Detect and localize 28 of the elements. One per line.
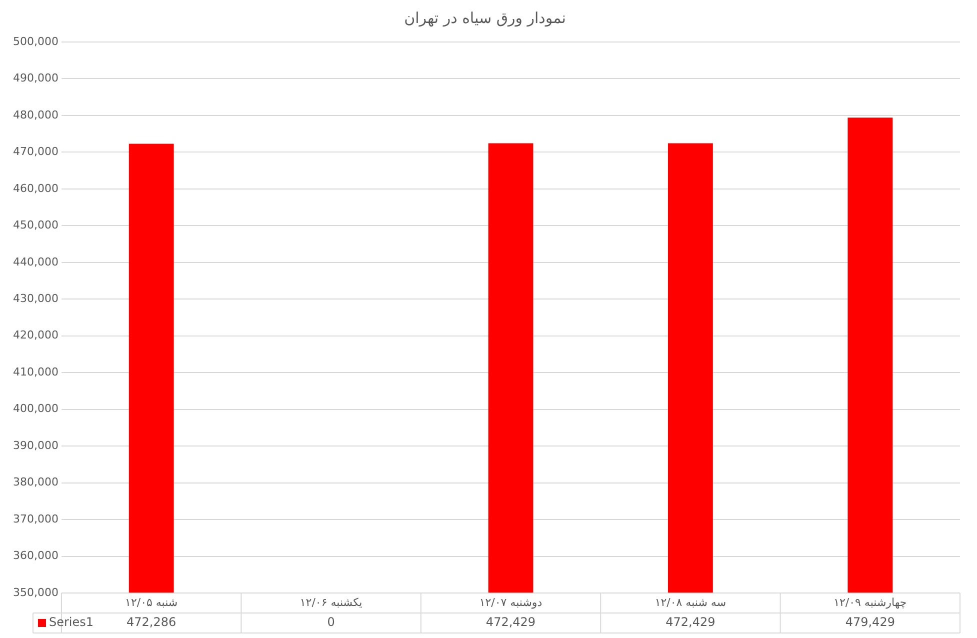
y-tick-label: 460,000	[12, 182, 58, 195]
data-label: 479,429	[845, 615, 895, 630]
chart-title: نمودار ورق سیاه در تهران	[404, 8, 566, 27]
y-tick-label: 360,000	[12, 549, 58, 562]
x-tick-label: سه شنبه ۱۲/۰۸	[654, 596, 726, 609]
y-tick-label: 380,000	[12, 476, 58, 489]
y-tick-label: 470,000	[12, 145, 58, 158]
y-tick-label: 450,000	[12, 218, 58, 232]
x-tick-label: شنبه ۱۲/۰۵	[125, 596, 178, 609]
y-tick-label: 350,000	[12, 586, 58, 599]
y-tick-label: 430,000	[12, 292, 58, 305]
text: 0	[327, 615, 335, 630]
x-tick-label: یکشنبه ۱۲/۰۶	[300, 596, 362, 609]
y-tick-label: 500,000	[12, 34, 58, 48]
y-tick-label: 390,000	[12, 438, 58, 452]
y-tick-label: 490,000	[12, 72, 58, 85]
x-tick-label: چهارشنبه ۱۲/۰۹	[834, 596, 907, 609]
x-tick-label: دوشنبه ۱۲/۰۷	[479, 596, 542, 609]
data-label: 472,286	[126, 615, 176, 630]
data-label: 472,429	[666, 615, 716, 630]
y-tick-label: 480,000	[12, 108, 58, 122]
y-tick-label: 440,000	[12, 255, 58, 268]
y-tick-label: 410,000	[12, 365, 58, 378]
y-tick-label: 370,000	[12, 512, 58, 526]
y-tick-label: 420,000	[12, 328, 58, 342]
legend-label: Series1	[49, 615, 94, 630]
data-label: 472,429	[486, 615, 536, 630]
y-tick-label: 400,000	[12, 402, 58, 416]
